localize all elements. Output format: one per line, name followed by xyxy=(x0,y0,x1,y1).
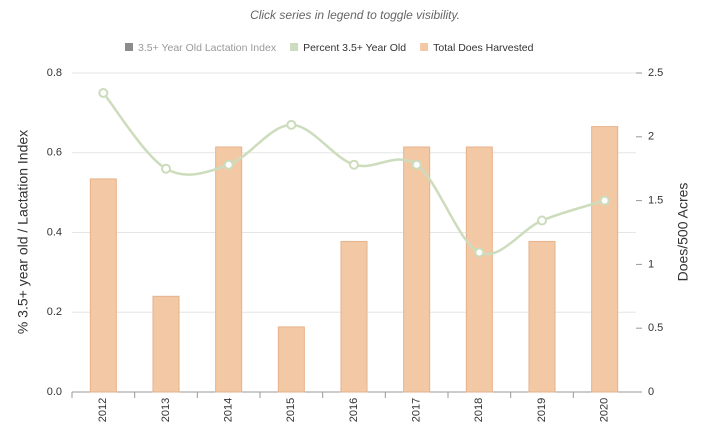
y2-tick-label: 2 xyxy=(648,131,654,143)
legend-swatch xyxy=(125,43,133,51)
line-marker xyxy=(474,247,485,258)
y-tick-label: 0.0 xyxy=(47,386,62,398)
legend-item[interactable]: Total Does Harvested xyxy=(420,42,534,54)
line-marker xyxy=(537,215,547,226)
bar xyxy=(528,240,556,393)
x-tick-label: 2019 xyxy=(536,398,548,422)
line-marker xyxy=(349,159,359,170)
bar xyxy=(215,146,243,393)
legend-label: Percent 3.5+ Year Old xyxy=(303,42,406,54)
y-tick-label: 0.2 xyxy=(47,306,62,318)
line-marker xyxy=(286,119,297,130)
subtitle: Click series in legend to toggle visibil… xyxy=(250,8,460,22)
line-marker xyxy=(98,87,109,98)
x-tick-label: 2013 xyxy=(160,398,172,422)
y-axis-title: % 3.5+ year old / Lactation Index xyxy=(15,130,31,334)
series xyxy=(98,87,610,258)
line-marker xyxy=(223,159,234,170)
y2-tick-label: 1.5 xyxy=(648,195,663,207)
bar xyxy=(340,240,368,393)
legend-item[interactable]: 3.5+ Year Old Lactation Index xyxy=(125,42,277,54)
y2-axis-title: Does/500 Acres xyxy=(675,183,691,282)
bar xyxy=(89,178,117,393)
y2-tick-label: 0.5 xyxy=(648,322,663,334)
legend-label: Total Does Harvested xyxy=(433,42,534,54)
legend-label: 3.5+ Year Old Lactation Index xyxy=(138,42,277,54)
x-tick-label: 2018 xyxy=(473,398,485,422)
series xyxy=(89,126,619,393)
y-tick-label: 0.6 xyxy=(47,147,62,159)
bar xyxy=(277,326,305,393)
y2-tick-label: 1 xyxy=(648,258,654,270)
y2-tick-label: 2.5 xyxy=(648,67,663,79)
legend-swatch xyxy=(290,43,299,51)
legend-item[interactable]: Percent 3.5+ Year Old xyxy=(290,42,406,54)
y-tick-label: 0.4 xyxy=(47,226,62,238)
x-tick-label: 2020 xyxy=(599,398,611,422)
line xyxy=(102,92,606,256)
line-marker xyxy=(411,159,422,170)
bar xyxy=(591,126,619,393)
x-tick-label: 2014 xyxy=(223,398,235,422)
legend-swatch xyxy=(420,43,429,51)
bar xyxy=(403,146,431,393)
bar xyxy=(152,295,180,393)
x-tick-label: 2012 xyxy=(97,398,109,422)
x-tick-label: 2015 xyxy=(285,398,297,422)
y-tick-label: 0.8 xyxy=(47,67,62,79)
y2-tick-label: 0 xyxy=(648,386,654,398)
bar xyxy=(465,146,493,393)
line-marker xyxy=(599,195,610,206)
line-marker xyxy=(161,163,171,174)
x-tick-label: 2016 xyxy=(348,398,360,422)
x-tick-label: 2017 xyxy=(411,398,423,422)
